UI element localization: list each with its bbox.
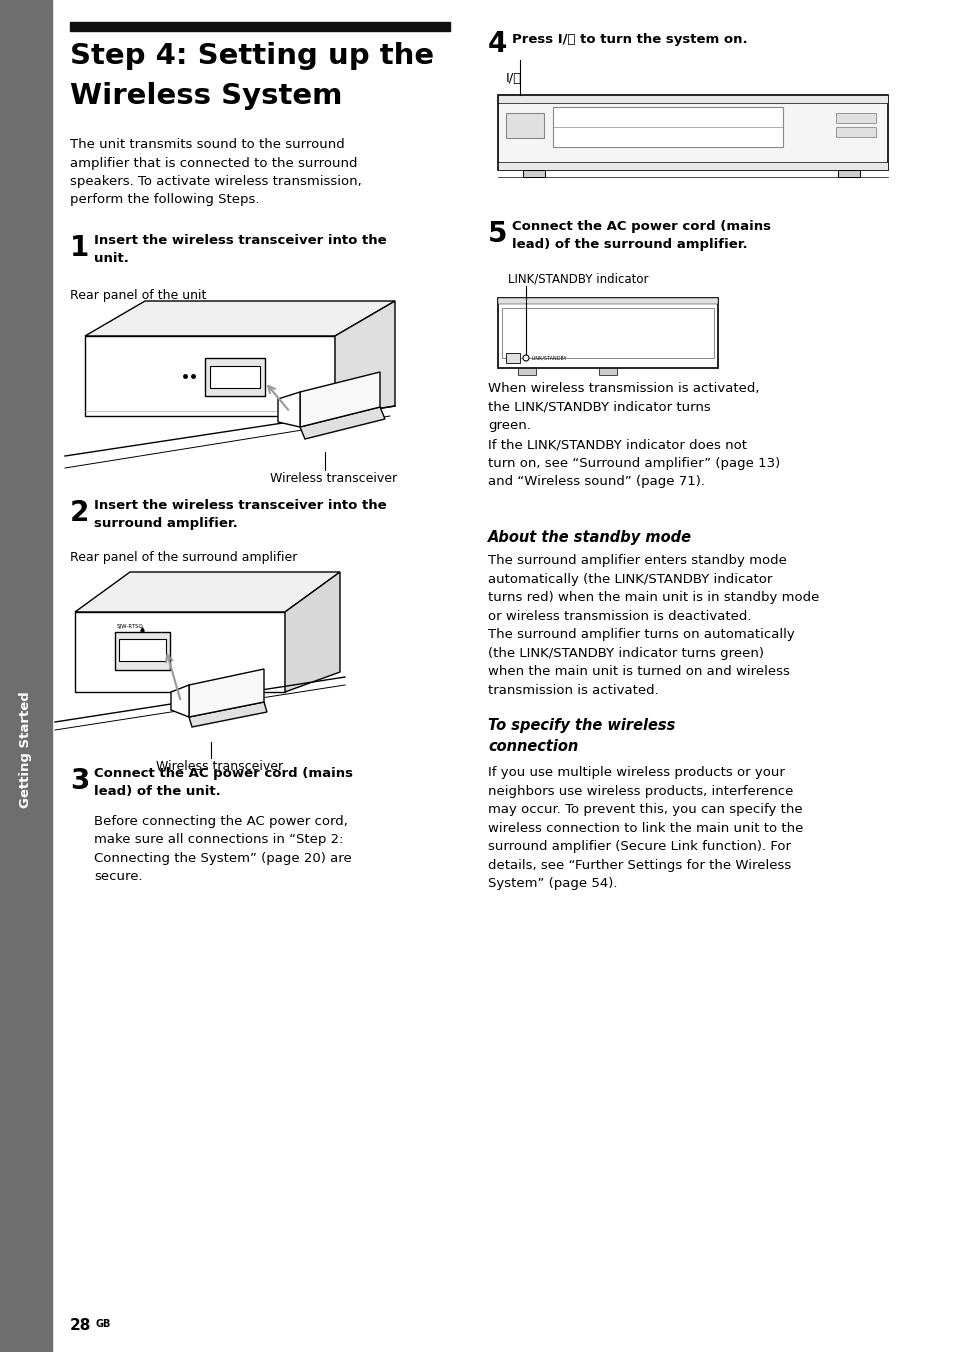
Bar (0, 0, 52, 1352)
Text: To specify the wireless
connection: To specify the wireless connection (488, 718, 675, 754)
Text: Insert the wireless transceiver into the
surround amplifier.: Insert the wireless transceiver into the… (94, 499, 386, 530)
Text: When wireless transmission is activated,
the LINK/STANDBY indicator turns
green.: When wireless transmission is activated,… (488, 383, 759, 433)
Text: LINK/STANDBY indicator: LINK/STANDBY indicator (507, 272, 648, 285)
Text: Insert the wireless transceiver into the
unit.: Insert the wireless transceiver into the… (94, 234, 386, 265)
Polygon shape (335, 301, 395, 416)
Text: 3: 3 (70, 767, 90, 795)
Bar (210, 366, 260, 388)
Text: Before connecting the AC power cord,
make sure all connections in “Step 2:
Conne: Before connecting the AC power cord, mak… (94, 815, 352, 883)
Polygon shape (277, 392, 299, 427)
Bar (835, 114, 875, 123)
Bar (835, 127, 875, 137)
Bar (501, 308, 713, 358)
Text: The surround amplifier enters standby mode
automatically (the LINK/STANDBY indic: The surround amplifier enters standby mo… (488, 554, 819, 696)
Bar (497, 95, 887, 103)
Text: If the LINK/STANDBY indicator does not
turn on, see “Surround amplifier” (page 1: If the LINK/STANDBY indicator does not t… (488, 438, 780, 488)
Bar (205, 358, 265, 396)
Bar (497, 297, 718, 304)
Bar (497, 95, 887, 170)
Text: Wireless System: Wireless System (70, 82, 342, 110)
Text: Connect the AC power cord (mains
lead) of the unit.: Connect the AC power cord (mains lead) o… (94, 767, 353, 798)
Bar (505, 353, 519, 362)
Polygon shape (285, 572, 339, 692)
Text: Rear panel of the unit: Rear panel of the unit (70, 289, 206, 301)
Text: 28: 28 (70, 1318, 91, 1333)
Text: About the standby mode: About the standby mode (488, 530, 691, 545)
Text: Rear panel of the surround amplifier: Rear panel of the surround amplifier (70, 552, 297, 564)
Text: SJW-RTSO: SJW-RTSO (117, 625, 144, 629)
Bar (115, 631, 170, 671)
Bar (553, 107, 782, 147)
Polygon shape (299, 372, 379, 427)
Text: Getting Started: Getting Started (19, 692, 32, 808)
Bar (497, 162, 887, 170)
Bar (522, 170, 544, 177)
Text: The unit transmits sound to the surround
amplifier that is connected to the surr: The unit transmits sound to the surround… (70, 138, 361, 207)
Bar (517, 368, 536, 375)
Text: Step 4: Setting up the: Step 4: Setting up the (70, 42, 434, 70)
Bar (70, 22, 450, 31)
Bar (505, 114, 543, 138)
Polygon shape (189, 702, 267, 727)
Polygon shape (85, 301, 395, 337)
Text: 5: 5 (488, 220, 507, 247)
Text: I/⌛: I/⌛ (505, 72, 521, 85)
Text: Connect the AC power cord (mains
lead) of the surround amplifier.: Connect the AC power cord (mains lead) o… (512, 220, 770, 251)
Bar (75, 612, 285, 692)
Bar (85, 337, 335, 416)
Polygon shape (299, 407, 385, 439)
Text: 2: 2 (70, 499, 90, 527)
Circle shape (522, 356, 529, 361)
Text: If you use multiple wireless products or your
neighbors use wireless products, i: If you use multiple wireless products or… (488, 767, 802, 890)
Text: LINK/STANDBY: LINK/STANDBY (532, 356, 567, 361)
Text: Wireless transceiver: Wireless transceiver (270, 472, 396, 485)
Polygon shape (75, 572, 339, 612)
Text: GB: GB (96, 1320, 112, 1329)
Text: Wireless transceiver: Wireless transceiver (156, 760, 283, 773)
Polygon shape (171, 685, 189, 717)
Bar (119, 639, 166, 661)
Bar (497, 297, 718, 368)
Polygon shape (189, 669, 264, 717)
Text: 1: 1 (70, 234, 90, 262)
Bar (598, 368, 617, 375)
Bar (837, 170, 859, 177)
Text: Press I/⌛ to turn the system on.: Press I/⌛ to turn the system on. (512, 32, 747, 46)
Text: 4: 4 (488, 30, 507, 58)
